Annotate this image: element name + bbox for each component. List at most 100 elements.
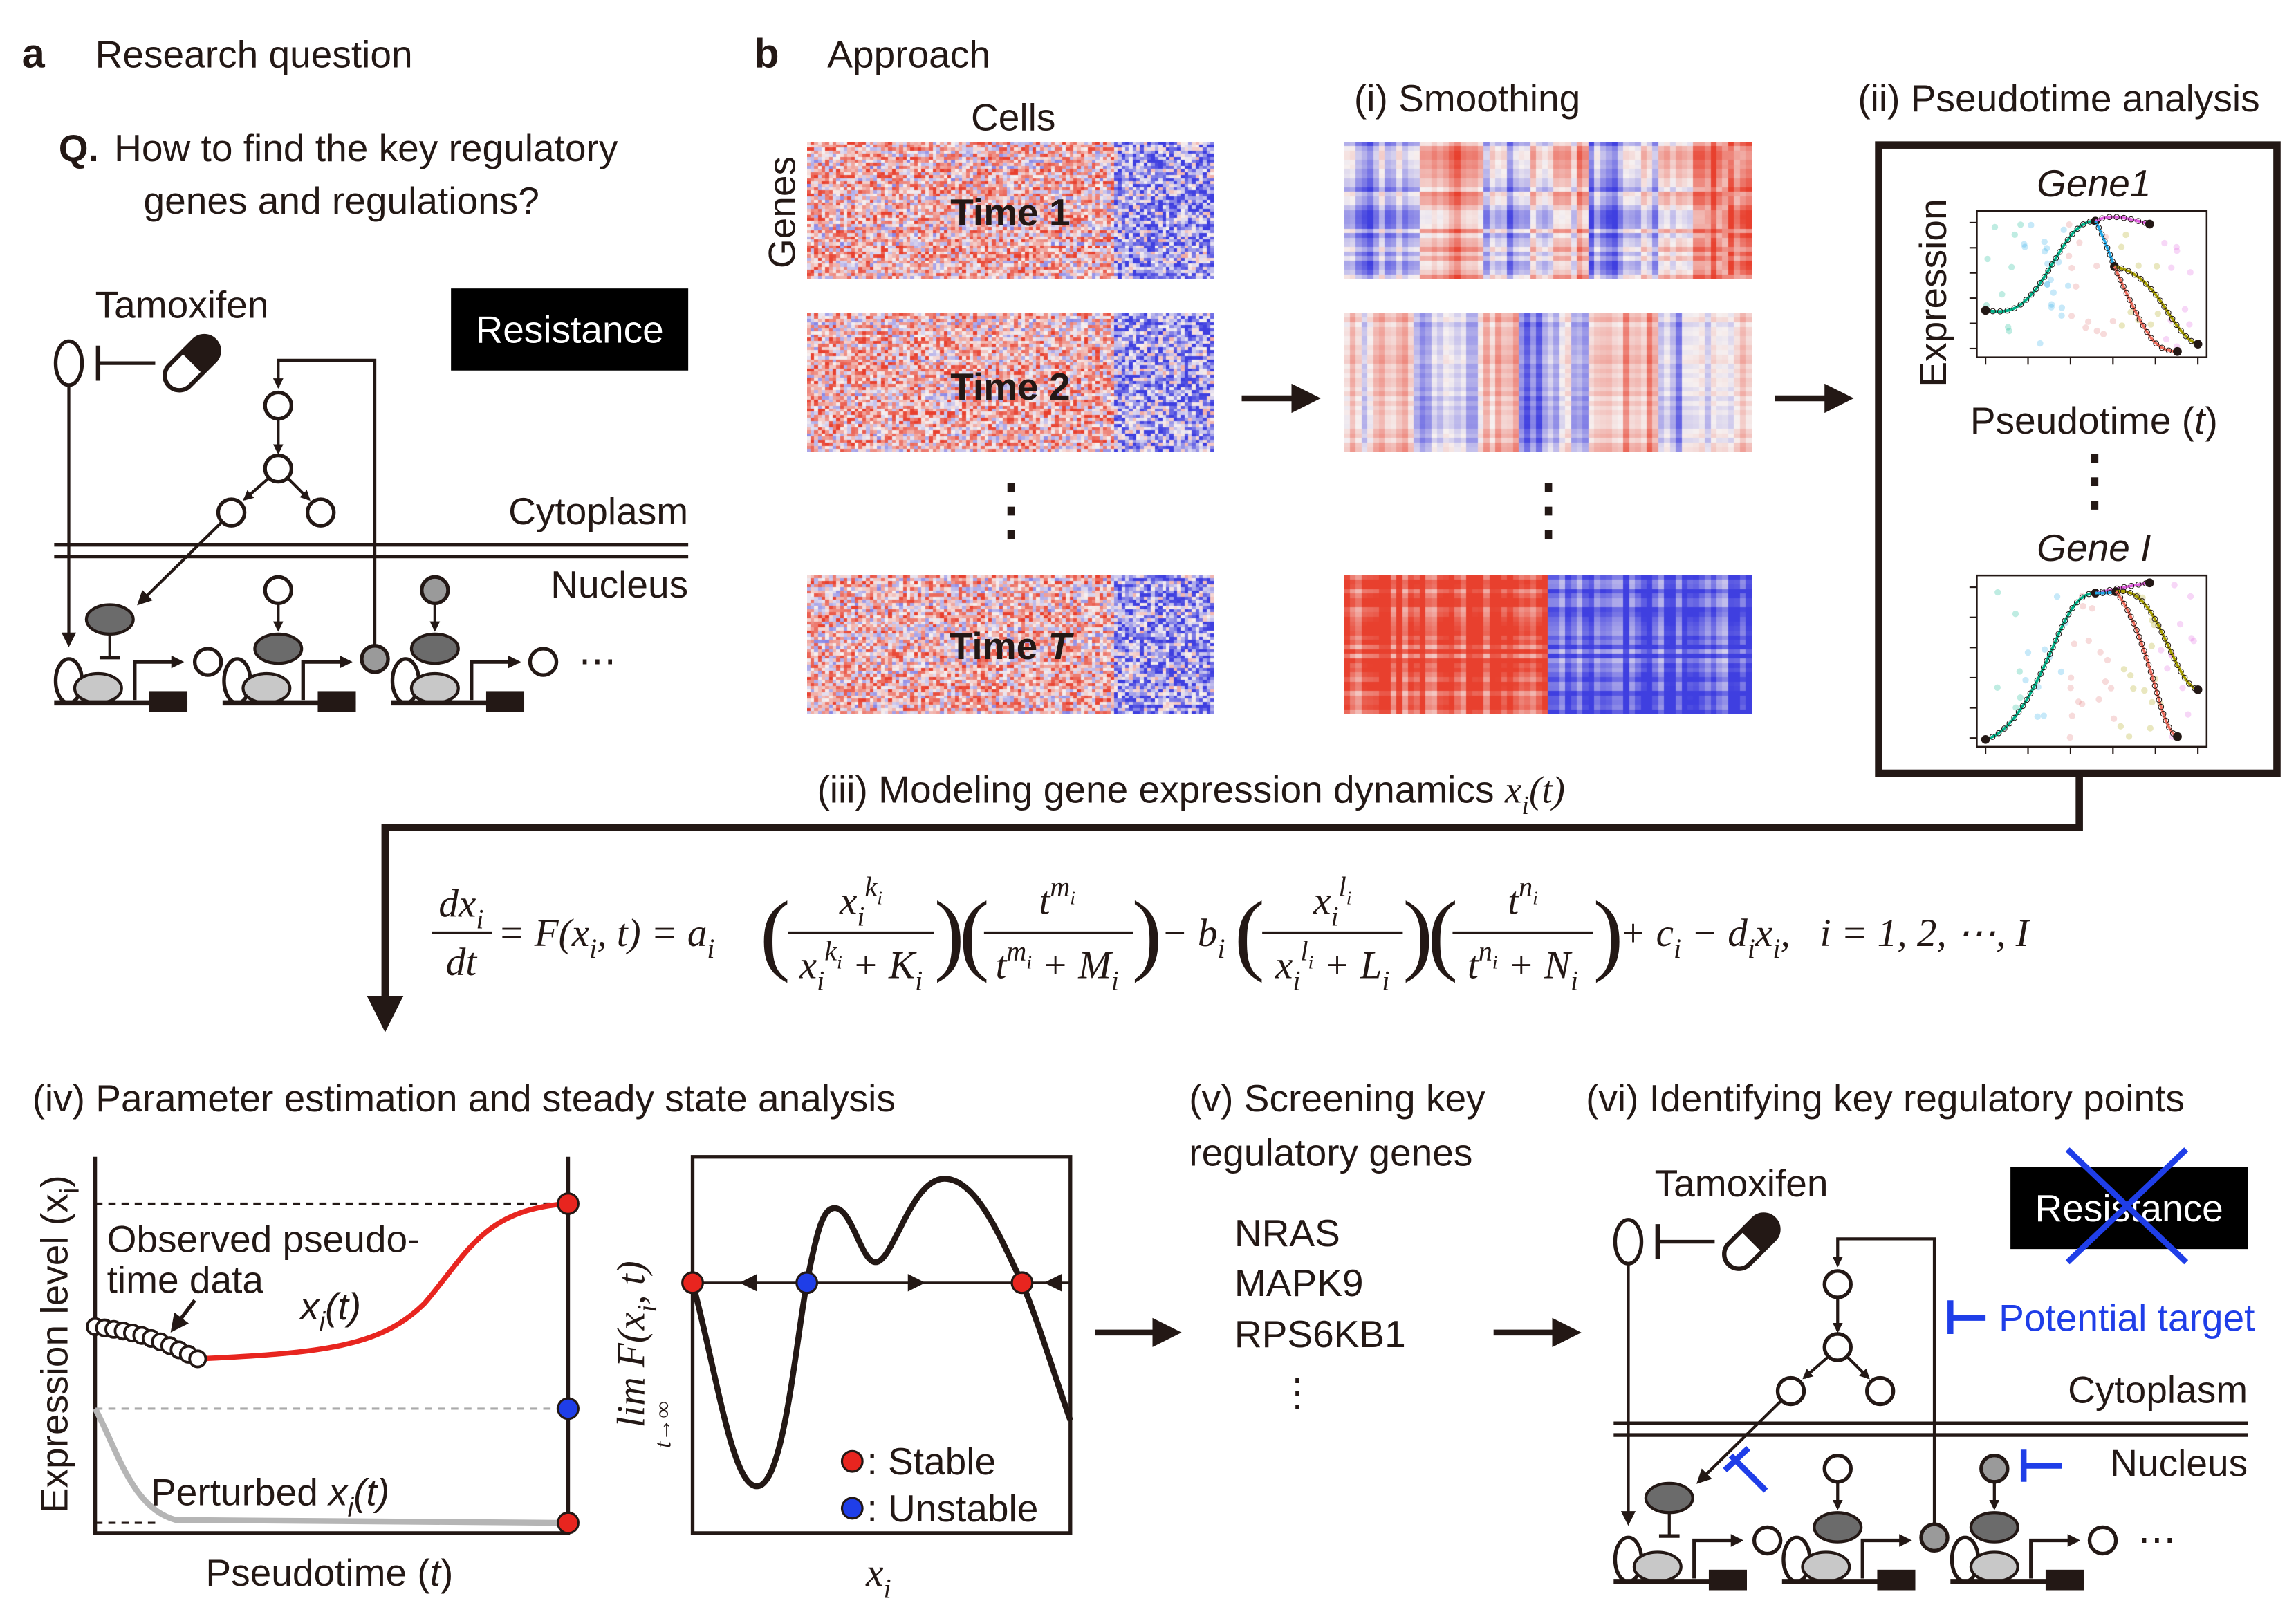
flow-arrow-left [739, 1274, 757, 1292]
eq-tail: + ci − dixi, i = 1, 2, ⋯, I [1620, 911, 2031, 964]
cell-point [2130, 685, 2137, 692]
pathway-arrow [1696, 1400, 1782, 1484]
cell-point [2118, 322, 2126, 329]
panel-vi: (vi) Identifying key regulatory points [1586, 1077, 2185, 1120]
trajectory-point [2107, 251, 2113, 258]
pseudotime-x-label: Pseudotime (t) [205, 1551, 453, 1594]
gene-list-item: NRAS [1234, 1212, 1340, 1254]
trajectory-point [2027, 690, 2034, 697]
cell-point [2058, 312, 2065, 319]
trajectory-endpoint [2193, 685, 2203, 694]
cell-point [2021, 243, 2028, 250]
trajectory-point [2129, 303, 2136, 310]
trajectory-start [1981, 306, 1990, 315]
cell-point [2158, 647, 2165, 654]
cell-point [2095, 696, 2102, 703]
cell-point [2176, 620, 2184, 628]
time-2-label: Time 2 [950, 365, 1070, 408]
smoothed-heatmap-time-T [1344, 575, 1752, 715]
eq-frac4-den: tni + Ni​ [1468, 936, 1578, 997]
perturbed-label: Perturbed xi(t) [151, 1471, 389, 1523]
trajectory-point [2140, 322, 2147, 329]
inhibition-icon [1655, 1224, 1715, 1259]
molecule-node [216, 497, 247, 528]
cell-point [2066, 221, 2073, 228]
trajectory-point [2136, 316, 2143, 323]
trajectory-point [2165, 309, 2172, 316]
trajectory-point [2044, 658, 2050, 664]
potential-target-label: Potential target [1999, 1297, 2255, 1340]
panel-v-title-2: regulatory genes [1189, 1131, 1472, 1174]
trajectory-point [2118, 265, 2125, 272]
trajectory-point [2095, 224, 2102, 231]
trajectory-point [2148, 335, 2154, 342]
trajectory-point [2138, 640, 2145, 647]
trajectory-point [2092, 590, 2099, 596]
cell-point [2117, 723, 2124, 730]
receptor-icon [53, 339, 84, 387]
heatmap-time-2 [806, 313, 1214, 453]
trajectory-point [2024, 696, 2030, 703]
flow-connector-arrow [367, 773, 2083, 1032]
eq-paren: ) [1593, 883, 1624, 983]
time-T-prefix: Time [950, 624, 1048, 667]
trajectory-point [2121, 600, 2127, 607]
stable-point [557, 1192, 580, 1215]
nucleus-label: Nucleus [550, 563, 688, 606]
cell-point [2028, 221, 2035, 229]
observed-pointer-arrow [170, 1299, 196, 1333]
molecule-node [1775, 1375, 1806, 1407]
regulatory-network-diagram: Tamoxifen Resistance Cytoplasm Nucleus [53, 284, 689, 712]
cell-point [2021, 241, 2028, 248]
panel-b-title: Approach [827, 33, 990, 75]
cell-point [2017, 221, 2024, 228]
trajectory-point [2169, 315, 2176, 322]
trajectory-point [2121, 584, 2127, 591]
eq-frac1-num: xiki​ [839, 871, 882, 932]
trajectory-point [2065, 611, 2072, 618]
eq-paren: ) [934, 883, 965, 983]
gene1-trajectory-plot [1969, 210, 2208, 365]
trajectory-point [2053, 254, 2059, 261]
target-inhibit-icon [1947, 1300, 1986, 1334]
trajectory-point [2158, 629, 2165, 636]
cell-point [2127, 671, 2134, 679]
pathway-arrow [1846, 1356, 1870, 1380]
cell-point [2109, 317, 2117, 325]
cell-point [2037, 340, 2044, 347]
cell-point [2188, 635, 2195, 642]
trajectory-curve [2113, 266, 2178, 353]
cell-point [2044, 245, 2050, 252]
resistance-box [451, 288, 689, 371]
panel-vi-network-diagram: Tamoxifen Resistance Cytoplasm Nucleus [1613, 1162, 2248, 1591]
cell-point [2154, 310, 2161, 317]
cell-point [2040, 712, 2047, 719]
fitted-curve [197, 1201, 568, 1362]
cell-point [2068, 712, 2075, 719]
pathway-arrow [243, 477, 269, 501]
eq-frac1-den: xiki + Ki​ [799, 936, 923, 997]
pseudotime-analysis-label: (ii) Pseudotime analysis [1858, 77, 2259, 120]
cell-point [2147, 321, 2154, 328]
cell-point [2080, 602, 2086, 610]
eq-paren: ) [1402, 883, 1433, 983]
cell-point [2135, 262, 2142, 269]
panel-b: b Approach Cells Genes (i) Smoothing (ii… [367, 30, 2281, 1032]
fitted-curve-label: xi(t) [298, 1285, 361, 1337]
eq-frac3-den: xili + Li​ [1275, 936, 1389, 997]
cell-point [2022, 676, 2029, 684]
cell-point [2044, 281, 2051, 288]
gene-list-item: RPS6KB1 [1234, 1313, 1406, 1355]
stable-point [681, 1271, 704, 1295]
time-T-variable: T [1048, 624, 1075, 667]
cell-point [2058, 304, 2066, 311]
cell-point [2055, 259, 2062, 266]
plot-frame [1976, 210, 2208, 358]
trajectory-point [2053, 638, 2059, 644]
potential-target-markers: Potential target [1723, 1147, 2255, 1493]
trajectory-point [2143, 654, 2150, 661]
cell-point [2097, 649, 2104, 656]
trajectory-point [2120, 284, 2127, 290]
trajectory-point [2151, 615, 2158, 622]
